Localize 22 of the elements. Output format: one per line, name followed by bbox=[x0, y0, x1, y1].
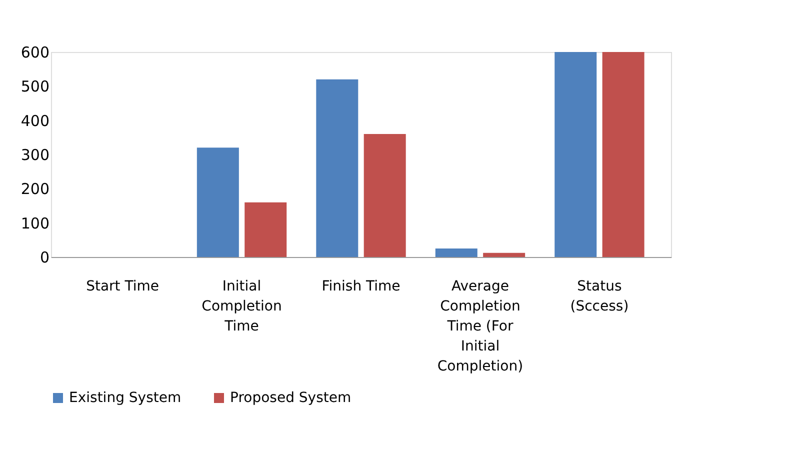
y-tick-label: 200 bbox=[20, 180, 50, 198]
bar bbox=[244, 202, 287, 257]
y-tick-label: 0 bbox=[40, 248, 50, 266]
y-tick-label: 500 bbox=[20, 78, 50, 96]
bar bbox=[196, 148, 239, 257]
bar bbox=[435, 248, 478, 257]
x-tick-label: Status (Sccess) bbox=[570, 278, 629, 314]
bar bbox=[602, 52, 644, 257]
x-tick-label: Start Time bbox=[86, 278, 159, 294]
bar bbox=[316, 79, 358, 257]
y-tick-label: 400 bbox=[20, 112, 50, 130]
y-tick-label: 600 bbox=[20, 44, 50, 62]
y-tick-label: 100 bbox=[20, 214, 50, 232]
bar bbox=[554, 52, 597, 257]
x-tick-label: Average Completion Time (For Initial Completion) bbox=[437, 278, 524, 374]
bar bbox=[364, 134, 406, 257]
bar bbox=[483, 252, 526, 257]
x-tick-label: Finish Time bbox=[322, 278, 400, 294]
x-tick-label: Initial Completion Time bbox=[202, 278, 282, 334]
y-tick-label: 300 bbox=[20, 146, 50, 164]
legend-label: Existing System bbox=[69, 390, 182, 406]
legend-label: Proposed System bbox=[230, 390, 352, 406]
